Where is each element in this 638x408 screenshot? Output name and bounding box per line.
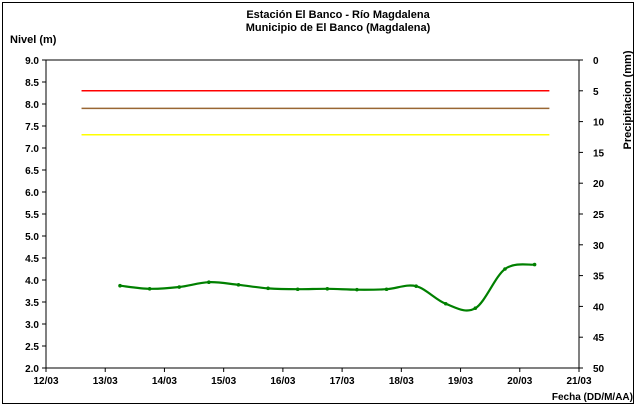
x-tick-label: 13/03 xyxy=(93,376,118,387)
data-point xyxy=(355,287,359,292)
y-tick-label: 8.0 xyxy=(25,100,39,111)
y-tick-label: 8.5 xyxy=(25,78,39,89)
x-tick-label: 16/03 xyxy=(270,376,295,387)
chart-title: Estación El Banco - Río Magdalena xyxy=(246,9,430,21)
y2-tick-label: 15 xyxy=(593,148,605,159)
y2-axis-label: Precipitacion (mm) xyxy=(622,50,634,149)
data-point xyxy=(147,287,152,291)
y2-tick-label: 35 xyxy=(593,272,605,283)
chart-subtitle: Municipio de El Banco (Magdalena) xyxy=(246,22,431,34)
x-tick-label: 18/03 xyxy=(389,376,414,387)
y-tick-label: 2.0 xyxy=(25,364,39,375)
y2-axis-ticks: 0 5 10 15 20 25 30 35 40 45 50 xyxy=(579,56,605,375)
x-tick-label: 14/03 xyxy=(152,376,177,387)
data-point xyxy=(532,262,537,267)
y-axis-ticks: 2.0 2.5 3.0 3.5 4.0 4.5 5.0 5.5 6.0 6.5 7.0 7.5 8.0 8… xyxy=(25,56,46,375)
data-point xyxy=(118,283,122,288)
data-point xyxy=(266,286,270,291)
series-layer xyxy=(118,262,537,312)
y-tick-label: 7.0 xyxy=(25,144,39,155)
x-tick-label: 21/03 xyxy=(566,376,591,387)
data-point xyxy=(177,285,182,289)
y2-tick-label: 30 xyxy=(593,241,605,252)
data-point xyxy=(295,287,300,292)
y-tick-label: 9.0 xyxy=(25,56,39,67)
x-tick-label: 17/03 xyxy=(330,376,355,387)
x-tick-label: 20/03 xyxy=(507,376,532,387)
data-point xyxy=(473,306,478,310)
y2-tick-label: 40 xyxy=(593,302,605,313)
y-tick-label: 3.5 xyxy=(25,298,39,309)
x-axis-ticks: 12/03 13/03 14/03 15/03 16/03 17/03 18/03 19/03… xyxy=(33,368,592,387)
threshold-lines xyxy=(81,90,550,136)
y2-tick-label: 25 xyxy=(593,210,605,221)
plot-area xyxy=(45,59,580,369)
y2-tick-label: 5 xyxy=(593,87,599,98)
y-tick-label: 7.5 xyxy=(25,122,39,133)
y2-tick-label: 20 xyxy=(593,179,605,190)
y2-tick-label: 10 xyxy=(593,118,605,129)
y2-tick-label: 0 xyxy=(593,56,599,67)
chart-frame xyxy=(2,2,634,404)
x-tick-label: 15/03 xyxy=(211,376,236,387)
y-tick-label: 6.5 xyxy=(25,166,39,177)
y-tick-label: 6.0 xyxy=(25,188,39,199)
data-point xyxy=(414,284,418,288)
y-tick-label: 4.0 xyxy=(25,276,39,287)
data-point xyxy=(443,301,448,306)
data-point xyxy=(384,287,389,292)
data-point xyxy=(236,283,241,287)
x-tick-label: 12/03 xyxy=(33,376,58,387)
y-axis-label: Nivel (m) xyxy=(10,34,57,46)
y2-tick-label: 45 xyxy=(593,333,605,344)
data-point xyxy=(503,267,507,271)
y-tick-label: 3.0 xyxy=(25,320,39,331)
y-tick-label: 2.5 xyxy=(25,342,39,353)
y2-tick-label: 50 xyxy=(593,364,605,375)
y-tick-label: 5.5 xyxy=(25,210,39,221)
y-tick-label: 4.5 xyxy=(25,254,39,265)
data-point xyxy=(325,287,330,291)
data-point xyxy=(207,280,211,285)
x-tick-label: 19/03 xyxy=(448,376,473,387)
x-axis-label: Fecha (DD/M/AA) xyxy=(552,392,633,403)
y-tick-label: 5.0 xyxy=(25,232,39,243)
